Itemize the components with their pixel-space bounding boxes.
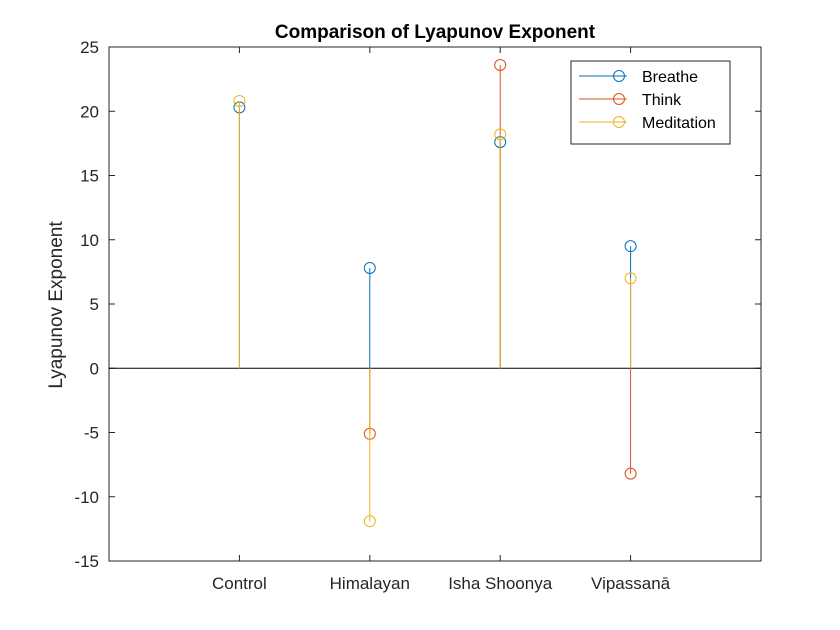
legend-marker-think [613, 93, 625, 105]
legend-label-think: Think [642, 92, 682, 109]
x-tick-label: Isha Shoonya [448, 574, 553, 593]
y-tick-label: -15 [74, 552, 99, 571]
legend-marker-breathe [613, 70, 625, 82]
marker-meditation [233, 94, 246, 107]
legend-box [570, 60, 731, 145]
marker-breathe [624, 240, 637, 253]
y-tick-label: 5 [90, 295, 99, 314]
y-tick-label: -5 [84, 424, 99, 443]
y-tick-label: 10 [80, 231, 99, 250]
marker-meditation [494, 128, 507, 141]
legend-marker-meditation [613, 116, 625, 128]
y-tick-label: 25 [80, 38, 99, 57]
marker-meditation [624, 272, 637, 285]
chart-title: Comparison of Lyapunov Exponent [275, 22, 596, 43]
marker-think [494, 58, 507, 71]
x-tick-label: Himalayan [330, 574, 410, 593]
legend: Breathe Think Meditation [570, 60, 731, 145]
legend-label-breathe: Breathe [642, 69, 698, 86]
y-tick-label: 20 [80, 102, 99, 121]
x-tick-label: Vipassanā [591, 574, 671, 593]
legend-label-meditation: Meditation [642, 115, 716, 132]
y-tick-label: 0 [90, 359, 99, 378]
marker-meditation [363, 515, 376, 528]
y-tick-label: 15 [80, 167, 99, 186]
y-axis-label: Lyapunov Exponent [46, 221, 67, 389]
x-tick-label: Control [212, 574, 267, 593]
marker-think [624, 467, 637, 480]
y-tick-label: -10 [74, 488, 99, 507]
marker-breathe [363, 262, 376, 275]
